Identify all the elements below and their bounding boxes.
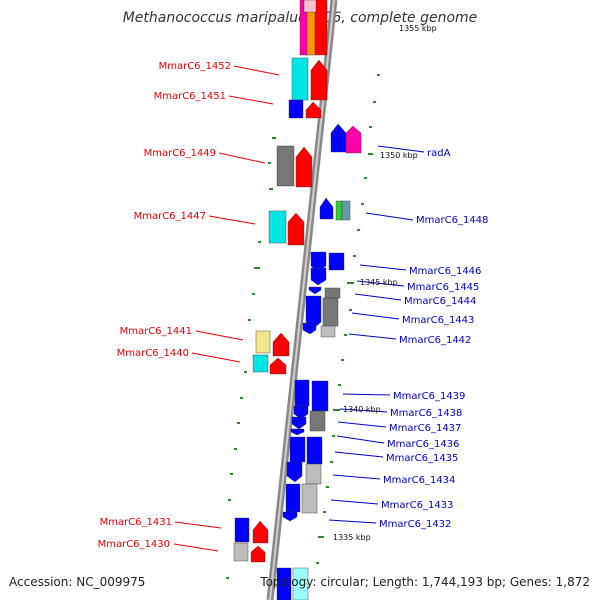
gene-1430-red bbox=[250, 545, 266, 563]
gene-label: MmarC6_1433 bbox=[381, 500, 453, 511]
tick-labels: 1355 kbp 1350 kbp 1345 kbp 1340 kbp 1335… bbox=[333, 24, 437, 542]
gene-label: radA bbox=[427, 148, 451, 159]
gene-1447-red bbox=[287, 212, 305, 246]
gene-1435-blue bbox=[306, 436, 323, 465]
gene-label: MmarC6_1446 bbox=[409, 266, 481, 277]
tick-label-1340: 1340 kbp bbox=[343, 405, 381, 414]
gene-1433-lightgray bbox=[301, 483, 318, 514]
gene-1439-blue-a bbox=[294, 379, 310, 407]
gene-1431-red bbox=[252, 520, 269, 544]
gene-1443-blue bbox=[305, 295, 322, 329]
accession-text: Accession: NC_009975 bbox=[9, 575, 146, 589]
gene-top-pink bbox=[303, 0, 317, 13]
gene-top-red bbox=[314, 0, 328, 56]
gene-1445-blue bbox=[310, 267, 327, 286]
tick-label-1350: 1350 kbp bbox=[380, 151, 418, 160]
gene-label: MmarC6_1432 bbox=[379, 519, 451, 530]
gene-label: MmarC6_1445 bbox=[407, 282, 479, 293]
tick-label-1345: 1345 kbp bbox=[360, 278, 398, 287]
gene-label: MmarC6_1435 bbox=[386, 453, 458, 464]
genome-summary-text: Topology: circular; Length: 1,744,193 bp… bbox=[260, 575, 590, 589]
gene-1448-green bbox=[335, 200, 343, 221]
gene-label: MmarC6_1440 bbox=[117, 348, 189, 359]
gene-1449-gray bbox=[276, 145, 295, 187]
gene-1439-blue-b bbox=[311, 380, 329, 412]
gene-1437-blue bbox=[291, 416, 307, 430]
label-connectors bbox=[173, 65, 425, 552]
gene-1441-khaki bbox=[255, 330, 271, 354]
gene-label: MmarC6_1447 bbox=[134, 211, 206, 222]
gene-label: MmarC6_1437 bbox=[389, 423, 461, 434]
tick-label-top: 1355 kbp bbox=[399, 24, 437, 33]
gene-1445-blue-small bbox=[308, 286, 322, 295]
gene-radA-magenta bbox=[345, 125, 362, 154]
gene-1440-red bbox=[269, 357, 287, 375]
gene-label: MmarC6_1434 bbox=[383, 475, 455, 486]
gene-1436-blue bbox=[289, 436, 306, 463]
gene-label: MmarC6_1449 bbox=[144, 148, 216, 159]
right-gene-labels: radA MmarC6_1448 MmarC6_1446 MmarC6_1445… bbox=[379, 148, 488, 530]
gene-label: MmarC6_1448 bbox=[416, 215, 488, 226]
left-gene-labels: MmarC6_1452 MmarC6_1451 MmarC6_1449 Mmar… bbox=[98, 61, 231, 550]
gene-label: MmarC6_1442 bbox=[399, 335, 471, 346]
gene-1446-blue-b bbox=[328, 252, 345, 271]
gene-1438-blue bbox=[293, 405, 309, 420]
gene-1452-cyan bbox=[291, 57, 309, 101]
gene-1442-blue bbox=[302, 322, 317, 335]
gene-label: MmarC6_1443 bbox=[402, 315, 474, 326]
gene-1447-cyan bbox=[268, 210, 287, 244]
gene-label: MmarC6_1436 bbox=[387, 439, 459, 450]
gene-1442-lightgray bbox=[320, 325, 336, 338]
gene-1441-red bbox=[272, 332, 290, 357]
gene-1451-red bbox=[305, 101, 322, 119]
gene-label: MmarC6_1438 bbox=[390, 408, 462, 419]
gene-label: MmarC6_1439 bbox=[393, 391, 465, 402]
gene-label: MmarC6_1444 bbox=[404, 296, 476, 307]
gene-bottom-blue bbox=[276, 567, 292, 600]
gene-1433-blue bbox=[285, 483, 301, 513]
gene-radA-blue bbox=[330, 123, 347, 153]
gene-1448-blue bbox=[319, 197, 334, 220]
gene-1443-gray bbox=[322, 297, 339, 327]
gene-1431-blue bbox=[234, 517, 250, 543]
gene-label: MmarC6_1441 bbox=[120, 326, 192, 337]
gene-label: MmarC6_1451 bbox=[154, 91, 226, 102]
gene-1436-blue-small bbox=[290, 428, 305, 436]
gene-1452-red bbox=[310, 59, 328, 101]
gene-1430-lightgray bbox=[233, 542, 249, 562]
gene-bottom-lightcyan bbox=[292, 567, 309, 600]
tick-label-1335: 1335 kbp bbox=[333, 533, 371, 542]
gene-1448-steel bbox=[341, 200, 351, 221]
gene-1434-blue bbox=[286, 461, 303, 483]
gene-1438-gray bbox=[309, 410, 326, 432]
gene-1440-cyan bbox=[252, 354, 269, 373]
gene-1434-lightgray bbox=[305, 463, 322, 485]
gene-label: MmarC6_1452 bbox=[159, 61, 231, 72]
gene-1432-blue bbox=[282, 511, 298, 522]
gene-1449-red bbox=[295, 146, 313, 188]
gene-1444-gray bbox=[324, 287, 341, 299]
gene-label: MmarC6_1430 bbox=[98, 539, 170, 550]
gene-label: MmarC6_1431 bbox=[100, 517, 172, 528]
gene-features bbox=[233, 0, 362, 600]
gene-1451-blue bbox=[288, 99, 304, 119]
